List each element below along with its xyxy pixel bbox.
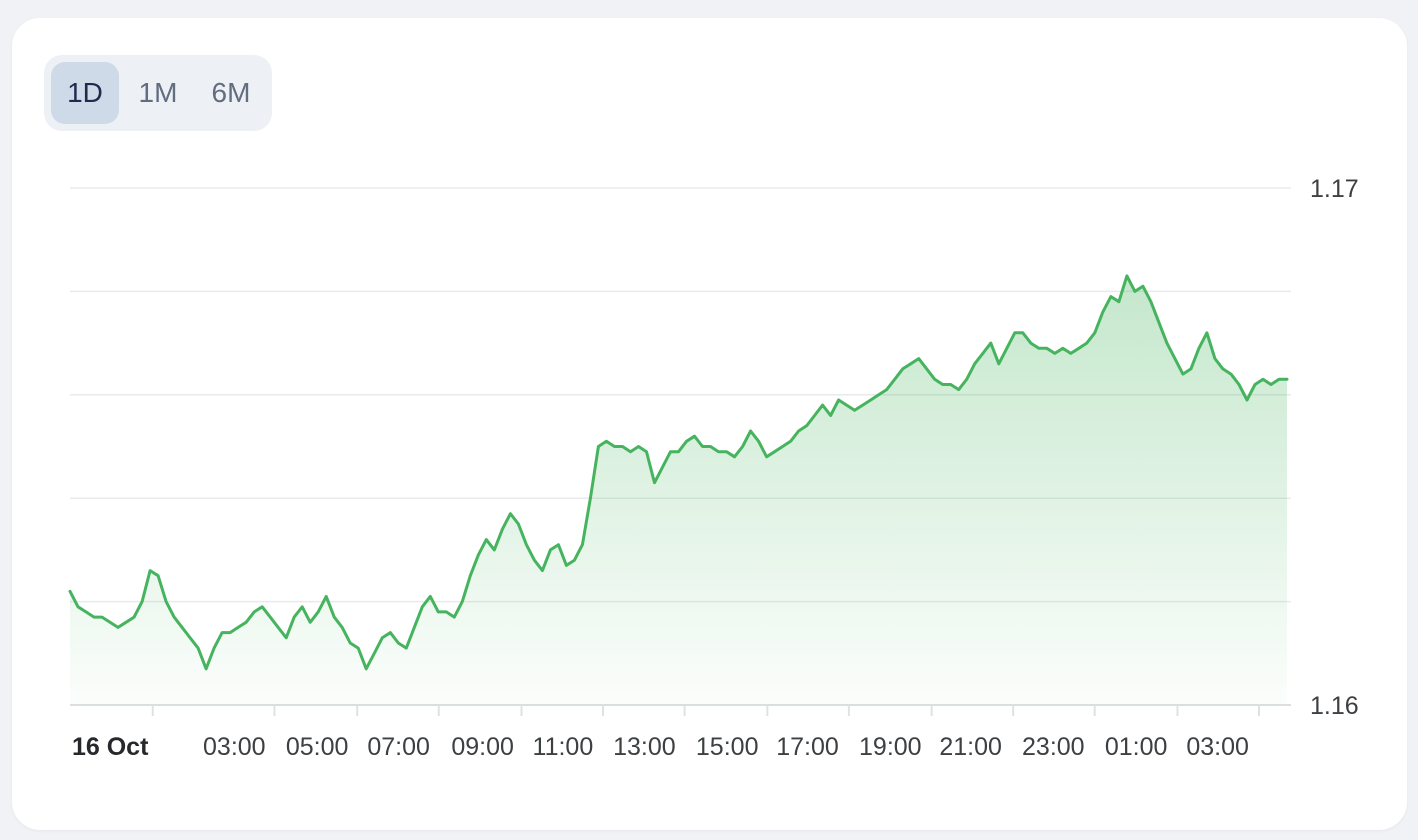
range-button-1m[interactable]: 1M: [124, 62, 192, 124]
range-button-1d[interactable]: 1D: [51, 62, 119, 124]
chart-plot-area[interactable]: [70, 188, 1287, 705]
range-button-6m[interactable]: 6M: [197, 62, 265, 124]
time-range-selector: 1D 1M 6M: [44, 55, 272, 131]
